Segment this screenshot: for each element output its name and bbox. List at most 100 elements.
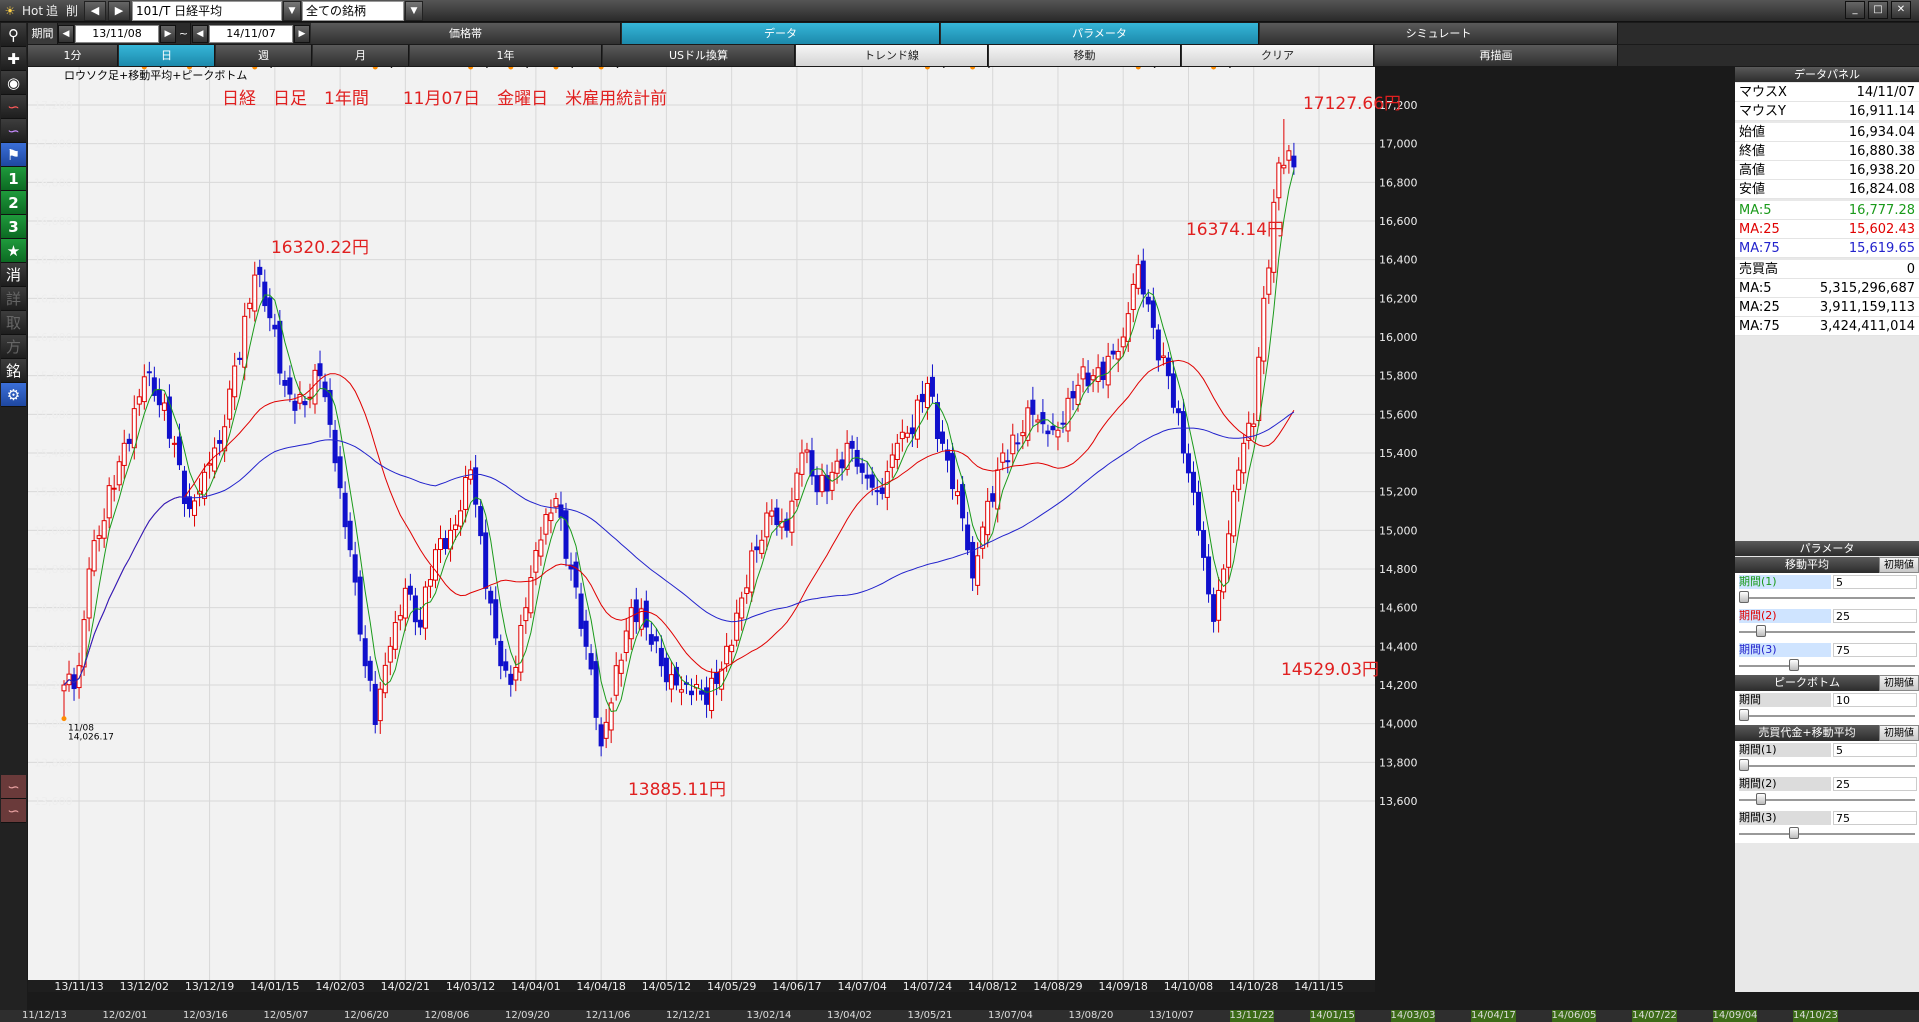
candle-body bbox=[658, 647, 664, 667]
end-date-field[interactable]: 14/11/07 bbox=[209, 25, 293, 43]
param-slider-thumb[interactable] bbox=[1788, 659, 1799, 671]
symbol-field[interactable]: 101/T 日経平均 bbox=[132, 1, 282, 21]
tab-simulate[interactable]: シミュレート bbox=[1260, 23, 1618, 44]
tab-price-band[interactable]: 価格帯 bbox=[311, 23, 621, 44]
direction-button[interactable]: 方 bbox=[1, 335, 26, 359]
star-icon[interactable]: ★ bbox=[1, 239, 26, 263]
end-next-icon[interactable]: ▶ bbox=[294, 25, 310, 43]
prev-icon[interactable]: ◀ bbox=[84, 1, 106, 21]
x-tick-label: 13/12/19 bbox=[185, 980, 234, 992]
x-tick-label: 14/08/12 bbox=[968, 980, 1017, 992]
param-value-field[interactable]: 5 bbox=[1833, 743, 1917, 757]
param-value-field[interactable]: 75 bbox=[1833, 643, 1917, 657]
filter-dropdown-icon[interactable]: ▼ bbox=[405, 1, 423, 21]
param-value-field[interactable]: 25 bbox=[1833, 609, 1917, 623]
clear-button[interactable]: クリア bbox=[1182, 45, 1374, 66]
param-slider-thumb[interactable] bbox=[1755, 625, 1766, 637]
add-button[interactable]: 追 bbox=[46, 4, 59, 18]
param-slider-track[interactable] bbox=[1739, 597, 1915, 599]
candle-body bbox=[1060, 422, 1066, 425]
tab-weekly[interactable]: 週 bbox=[216, 45, 312, 66]
param-slider-track[interactable] bbox=[1739, 715, 1915, 717]
start-next-icon[interactable]: ▶ bbox=[160, 25, 176, 43]
tab-1year[interactable]: 1年 bbox=[410, 45, 602, 66]
flag-icon[interactable]: ⚑ bbox=[1, 143, 26, 167]
maximize-icon[interactable]: □ bbox=[1868, 1, 1888, 19]
crosshair-icon[interactable]: ✚ bbox=[1, 47, 26, 71]
start-prev-icon[interactable]: ◀ bbox=[58, 25, 74, 43]
reset-button[interactable]: 初期値 bbox=[1879, 675, 1919, 691]
next-icon[interactable]: ▶ bbox=[108, 1, 130, 21]
preset-3-button[interactable]: 3 bbox=[1, 215, 26, 239]
candle-body bbox=[874, 490, 880, 493]
usd-convert-button[interactable]: USドル換算 bbox=[603, 45, 795, 66]
delete-button[interactable]: 削 bbox=[66, 4, 79, 18]
trendline-button[interactable]: トレンド線 bbox=[796, 45, 988, 66]
candle-body bbox=[1211, 594, 1217, 622]
param-slider-track[interactable] bbox=[1739, 665, 1915, 667]
gear-icon[interactable]: ⚙ bbox=[1, 383, 26, 407]
redraw-button[interactable]: 再描画 bbox=[1375, 45, 1618, 66]
timeline-scrollbar[interactable]: 11/12/13 12/02/01 12/03/16 12/05/07 12/06/20… bbox=[0, 1010, 1919, 1022]
preset-2-button[interactable]: 2 bbox=[1, 191, 26, 215]
candle-body bbox=[181, 470, 187, 505]
param-slider-track[interactable] bbox=[1739, 631, 1915, 633]
param-value-field[interactable]: 5 bbox=[1833, 575, 1917, 589]
candle-body bbox=[1206, 556, 1212, 595]
hot-button[interactable]: Hot bbox=[22, 4, 44, 18]
mini-chart-2-icon[interactable]: ∽ bbox=[1, 799, 26, 823]
start-date-field[interactable]: 13/11/08 bbox=[75, 25, 159, 43]
reset-button[interactable]: 初期値 bbox=[1879, 557, 1919, 573]
bottom-marker bbox=[970, 67, 976, 70]
param-value-field[interactable]: 25 bbox=[1833, 777, 1917, 791]
candle-body bbox=[879, 487, 885, 494]
candle-body bbox=[889, 454, 895, 468]
peak-marker bbox=[468, 67, 474, 70]
param-slider-thumb[interactable] bbox=[1755, 793, 1766, 805]
take-button[interactable]: 取 bbox=[1, 311, 26, 335]
end-prev-icon[interactable]: ◀ bbox=[192, 25, 208, 43]
param-slider-track[interactable] bbox=[1739, 765, 1915, 767]
param-slider-track[interactable] bbox=[1739, 833, 1915, 835]
candlestick-chart[interactable]: 13,600 13,600 13,800 13,800 14,000 14,000 14,2… bbox=[28, 67, 1535, 992]
tab-monthly[interactable]: 月 bbox=[313, 45, 409, 66]
close-icon[interactable]: ✕ bbox=[1891, 1, 1911, 19]
param-value-field[interactable]: 75 bbox=[1833, 811, 1917, 825]
bulb-icon[interactable]: ☀ bbox=[4, 4, 16, 18]
tab-data[interactable]: データ bbox=[622, 23, 940, 44]
tab-daily[interactable]: 日 bbox=[119, 45, 215, 66]
param-slider-thumb[interactable] bbox=[1739, 759, 1749, 771]
y-tick-left: 14,400 bbox=[34, 640, 73, 653]
indicator-chart-icon[interactable]: ∽ bbox=[1, 119, 26, 143]
mini-chart-icon[interactable]: ∽ bbox=[1, 775, 26, 799]
candles bbox=[61, 118, 1297, 757]
param-slider-thumb[interactable] bbox=[1739, 591, 1749, 603]
search-icon[interactable]: ⚲ bbox=[1, 23, 26, 47]
candle-body bbox=[402, 587, 408, 619]
reset-button[interactable]: 初期値 bbox=[1879, 725, 1919, 741]
preset-1-button[interactable]: 1 bbox=[1, 167, 26, 191]
period-toolbar: 期間 ◀ 13/11/08 ▶ ~ ◀ 14/11/07 ▶ 価格帯 データ パ… bbox=[28, 23, 1919, 44]
param-value-field[interactable]: 10 bbox=[1833, 693, 1917, 707]
peak-value-label: 15,759.66 bbox=[931, 67, 977, 70]
line-chart-icon[interactable]: ∽ bbox=[1, 95, 26, 119]
param-slider-thumb[interactable] bbox=[1788, 827, 1799, 839]
filter-select[interactable]: 全ての銘柄 bbox=[302, 1, 404, 21]
tab-parameters[interactable]: パラメータ bbox=[941, 23, 1259, 44]
row-value: 16,880.38 bbox=[1848, 144, 1915, 159]
symbol-dropdown-icon[interactable]: ▼ bbox=[283, 1, 301, 21]
minimize-icon[interactable]: _ bbox=[1845, 1, 1865, 19]
candle-body bbox=[1065, 397, 1071, 432]
camera-icon[interactable]: ◉ bbox=[1, 71, 26, 95]
param-slider-track[interactable] bbox=[1739, 799, 1915, 801]
tab-1min[interactable]: 1分 bbox=[28, 45, 118, 66]
detail-button[interactable]: 詳 bbox=[1, 287, 26, 311]
move-button[interactable]: 移動 bbox=[989, 45, 1181, 66]
erase-button[interactable]: 消 bbox=[1, 263, 26, 287]
candle-body bbox=[593, 661, 599, 718]
candle-body bbox=[1281, 164, 1287, 169]
param-slider-thumb[interactable] bbox=[1739, 709, 1749, 721]
candle-body bbox=[533, 550, 539, 573]
stock-button[interactable]: 銘 bbox=[1, 359, 26, 383]
candle-body bbox=[498, 640, 504, 667]
